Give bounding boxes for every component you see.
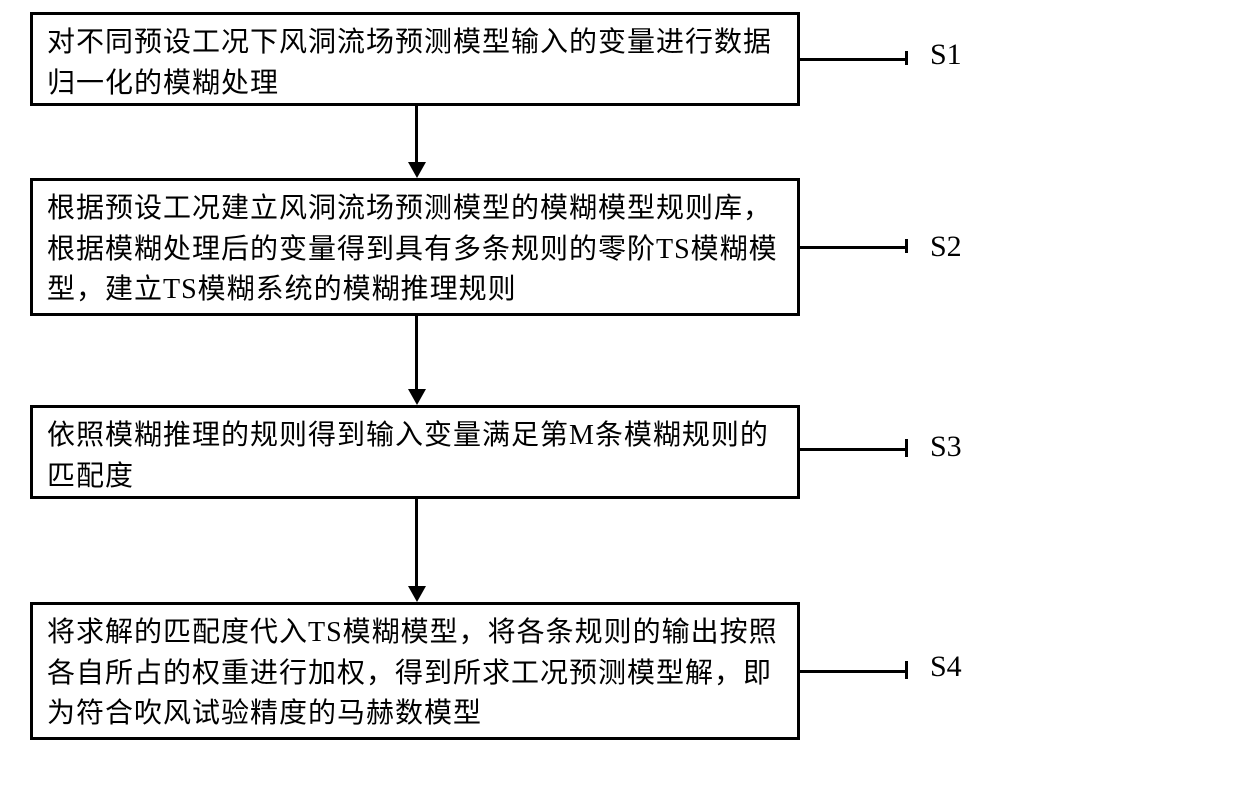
arrow-head-1 (408, 162, 426, 178)
step-box-s1: 对不同预设工况下风洞流场预测模型输入的变量进行数据归一化的模糊处理 (30, 12, 800, 106)
connector-s1 (800, 58, 905, 61)
connector-s4 (800, 670, 905, 673)
step-box-s3: 依照模糊推理的规则得到输入变量满足第M条模糊规则的匹配度 (30, 405, 800, 499)
flowchart-canvas: 对不同预设工况下风洞流场预测模型输入的变量进行数据归一化的模糊处理 S1 根据预… (0, 0, 1240, 790)
step-box-s4: 将求解的匹配度代入TS模糊模型，将各条规则的输出按照各自所占的权重进行加权，得到… (30, 602, 800, 740)
step-label-s1: S1 (930, 38, 962, 72)
connector-tick-s2 (905, 239, 908, 253)
step-label-s2: S2 (930, 230, 962, 264)
arrow-stem-2 (415, 316, 418, 389)
arrow-stem-1 (415, 106, 418, 162)
step-text: 根据预设工况建立风洞流场预测模型的模糊模型规则库，根据模糊处理后的变量得到具有多… (47, 193, 778, 305)
step-text: 将求解的匹配度代入TS模糊模型，将各条规则的输出按照各自所占的权重进行加权，得到… (47, 617, 778, 729)
connector-tick-s1 (905, 51, 908, 65)
step-box-s2: 根据预设工况建立风洞流场预测模型的模糊模型规则库，根据模糊处理后的变量得到具有多… (30, 178, 800, 316)
step-label-s3: S3 (930, 430, 962, 464)
arrow-head-3 (408, 586, 426, 602)
connector-tick-s3 (905, 439, 908, 457)
step-text: 依照模糊推理的规则得到输入变量满足第M条模糊规则的匹配度 (47, 420, 769, 492)
arrow-head-2 (408, 389, 426, 405)
connector-tick-s4 (905, 661, 908, 679)
connector-s3 (800, 448, 905, 451)
step-label-s4: S4 (930, 650, 962, 684)
arrow-stem-3 (415, 499, 418, 586)
step-text: 对不同预设工况下风洞流场预测模型输入的变量进行数据归一化的模糊处理 (47, 27, 772, 99)
connector-s2 (800, 246, 905, 249)
